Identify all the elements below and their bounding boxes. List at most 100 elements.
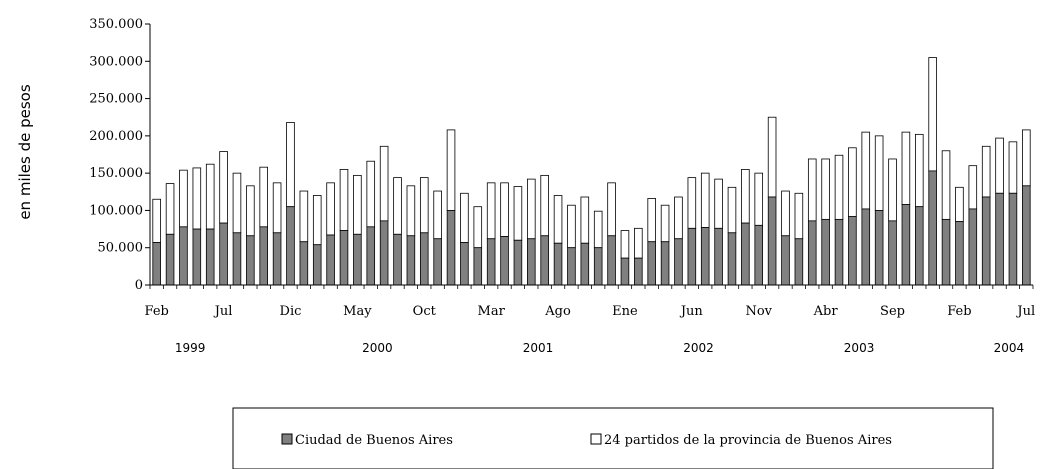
bar-partidos: [379, 145, 389, 222]
bar-ciudad: [647, 241, 656, 286]
y-tick-label: 250.000: [89, 92, 143, 107]
bar-ciudad: [1008, 192, 1018, 286]
year-label: 2004: [994, 341, 1025, 355]
x-tick-label: Oct: [413, 304, 437, 319]
year-label: 2001: [523, 341, 554, 355]
bar-ciudad: [995, 192, 1004, 286]
bar-ciudad: [928, 170, 937, 286]
bar-ciudad: [741, 222, 750, 286]
bar-partidos: [513, 186, 523, 241]
bar-ciudad: [152, 242, 161, 286]
x-tick-label: Ene: [612, 304, 638, 319]
bar-ciudad: [513, 239, 523, 286]
x-tick-label: Sep: [880, 304, 905, 319]
bar-ciudad: [634, 257, 643, 286]
bar-partidos: [634, 227, 643, 259]
bar-ciudad: [687, 227, 697, 286]
y-axis: 0 50.000 100.000 150.000 200.000 250.000 300.0…: [89, 17, 151, 293]
bar-partidos: [567, 204, 576, 249]
bar-partidos: [714, 178, 723, 229]
bar-partidos: [473, 206, 483, 249]
x-tick-label: Jul: [1015, 304, 1035, 319]
bar-ciudad: [955, 221, 964, 286]
bar-partidos: [848, 147, 857, 217]
bar-ciudad: [567, 247, 576, 286]
bar-ciudad: [406, 235, 416, 286]
bar-ciudad: [500, 236, 509, 286]
bar-partidos: [727, 186, 737, 234]
legend-box: [232, 407, 994, 469]
bar-partidos: [794, 192, 804, 240]
bar-partidos: [968, 165, 978, 210]
bars-group: [152, 57, 1031, 286]
bar-ciudad: [272, 232, 282, 286]
bar-ciudad: [821, 218, 830, 286]
bar-ciudad: [353, 233, 362, 286]
x-tick-label: Feb: [947, 304, 971, 319]
bar-partidos: [741, 169, 750, 224]
x-tick-label: Jun: [679, 304, 704, 319]
bar-partidos: [915, 133, 924, 208]
bar-partidos: [874, 135, 884, 211]
bar-ciudad: [473, 247, 483, 286]
bar-partidos: [941, 150, 951, 220]
bar-ciudad: [901, 204, 911, 286]
bar-partidos: [272, 182, 282, 234]
bar-partidos: [326, 182, 335, 236]
bar-partidos: [901, 131, 911, 205]
bar-partidos: [312, 195, 322, 246]
bar-partidos: [406, 185, 416, 237]
bar-partidos: [433, 190, 442, 240]
bar-ciudad: [165, 233, 175, 286]
bar-partidos: [580, 196, 590, 244]
bar-ciudad: [326, 234, 335, 286]
bar-ciudad: [888, 220, 897, 286]
year-label: 2000: [362, 341, 393, 355]
x-axis: Feb Jul Dic May Oct Mar Ago Ene Jun Nov Abr Sep Feb J…: [145, 284, 1035, 319]
bar-ciudad: [366, 226, 376, 286]
bar-ciudad: [179, 226, 188, 286]
x-tick-label: Nov: [745, 304, 772, 319]
y-tick-label: 150.000: [89, 166, 143, 181]
bar-ciudad: [607, 235, 616, 286]
bar-partidos: [981, 145, 991, 198]
bar-ciudad: [620, 257, 630, 286]
legend-swatch-ciudad: [281, 433, 293, 445]
bar-ciudad: [419, 232, 429, 286]
bar-ciudad: [460, 242, 469, 286]
bar-partidos: [888, 158, 897, 222]
bar-partidos: [834, 154, 844, 220]
bar-partidos: [928, 57, 937, 172]
bar-ciudad: [915, 206, 924, 286]
year-labels: 1999 2000 2001 2002 2003 2004: [175, 341, 1024, 355]
bar-ciudad: [433, 238, 442, 286]
bar-partidos: [179, 169, 188, 228]
bar-partidos: [700, 172, 710, 228]
bar-ciudad: [660, 241, 670, 286]
bar-ciudad: [299, 241, 309, 286]
bar-ciudad: [393, 233, 402, 286]
bar-partidos: [246, 185, 255, 237]
y-axis-label: en miles de pesos: [16, 84, 34, 220]
bar-ciudad: [593, 247, 603, 286]
x-tick-label: Jul: [213, 304, 233, 319]
bar-partidos: [553, 195, 563, 244]
bar-ciudad: [205, 228, 215, 286]
bar-partidos: [674, 196, 683, 240]
x-tick-label: Ago: [544, 304, 571, 319]
bar-partidos: [419, 177, 429, 234]
x-tick-label: Abr: [813, 304, 839, 319]
bar-partidos: [767, 116, 777, 198]
bar-ciudad: [700, 227, 710, 286]
bar-partidos: [995, 137, 1004, 194]
bar-ciudad: [807, 220, 817, 286]
bar-partidos: [192, 167, 202, 230]
bar-partidos: [205, 163, 215, 230]
bar-partidos: [955, 186, 964, 223]
bar-partidos: [781, 190, 790, 237]
legend-swatch-partidos: [590, 433, 602, 445]
bar-partidos: [232, 172, 242, 234]
bar-ciudad: [446, 210, 456, 286]
bar-ciudad: [861, 208, 871, 286]
bar-partidos: [259, 166, 268, 228]
